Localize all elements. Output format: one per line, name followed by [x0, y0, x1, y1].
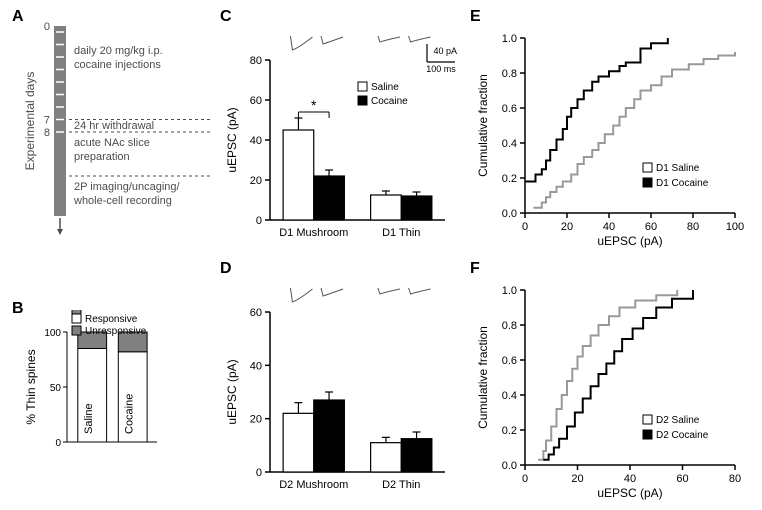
- svg-text:0.8: 0.8: [502, 68, 517, 80]
- svg-text:1.0: 1.0: [502, 285, 517, 297]
- svg-text:7: 7: [44, 115, 50, 127]
- svg-text:D1 Mushroom: D1 Mushroom: [279, 227, 348, 239]
- svg-text:D2 Thin: D2 Thin: [382, 479, 420, 491]
- svg-text:uEPSC (pA): uEPSC (pA): [225, 107, 239, 172]
- svg-text:40: 40: [624, 473, 636, 485]
- svg-text:daily 20 mg/kg i.p.: daily 20 mg/kg i.p.: [74, 45, 163, 57]
- svg-text:60: 60: [250, 95, 262, 107]
- svg-text:60: 60: [676, 473, 688, 485]
- panel-c-bar-chart: 0 20 40 60 80 uEPSC (pA) D1 Mushroom * D1 Thin Sa…: [220, 20, 460, 252]
- svg-text:0.8: 0.8: [502, 320, 517, 332]
- svg-text:100 ms: 100 ms: [426, 64, 456, 74]
- svg-text:0: 0: [256, 467, 262, 479]
- svg-text:*: *: [311, 97, 317, 113]
- svg-text:D2 Cocaine: D2 Cocaine: [656, 430, 709, 441]
- svg-text:Cocaine: Cocaine: [124, 394, 136, 434]
- svg-text:Saline: Saline: [83, 403, 95, 434]
- svg-text:D1 Saline: D1 Saline: [656, 163, 700, 174]
- svg-text:8: 8: [44, 127, 50, 139]
- svg-text:D1 Thin: D1 Thin: [382, 227, 420, 239]
- svg-text:0.2: 0.2: [502, 425, 517, 437]
- svg-text:0.4: 0.4: [502, 138, 517, 150]
- svg-text:0.6: 0.6: [502, 103, 517, 115]
- svg-text:0.4: 0.4: [502, 390, 517, 402]
- svg-text:80: 80: [687, 221, 699, 233]
- svg-text:uEPSC (pA): uEPSC (pA): [597, 234, 662, 248]
- svg-text:acute NAc slice: acute NAc slice: [74, 137, 150, 149]
- svg-text:0: 0: [522, 221, 528, 233]
- svg-text:2P imaging/uncaging/: 2P imaging/uncaging/: [74, 181, 181, 193]
- svg-text:Cocaine: Cocaine: [371, 96, 408, 107]
- panel-b-stacked-bar: 0 50 100 % Thin spines Saline Cocaine Responsi…: [12, 310, 202, 495]
- svg-text:60: 60: [645, 221, 657, 233]
- panel-d-bar-chart: 0 20 40 60 uEPSC (pA) D2 Mushroom D2 Thin: [220, 272, 460, 504]
- svg-text:40: 40: [603, 221, 615, 233]
- panel-f-cdf: 0 20 40 60 80 0.0 0.2 0.4 0.6 0.8 1.0 uEPSC (pA) Cum…: [470, 272, 755, 504]
- svg-text:cocaine injections: cocaine injections: [74, 59, 161, 71]
- svg-text:Cumulative fraction: Cumulative fraction: [476, 326, 490, 429]
- svg-text:D2 Mushroom: D2 Mushroom: [279, 479, 348, 491]
- svg-text:100: 100: [44, 328, 61, 339]
- svg-text:Unresponsive: Unresponsive: [85, 326, 147, 337]
- svg-text:D1 Cocaine: D1 Cocaine: [656, 178, 709, 189]
- svg-text:0.0: 0.0: [502, 460, 517, 472]
- svg-text:40: 40: [250, 135, 262, 147]
- svg-text:0.0: 0.0: [502, 208, 517, 220]
- svg-text:20: 20: [250, 414, 262, 426]
- svg-text:0: 0: [522, 473, 528, 485]
- svg-text:40: 40: [250, 360, 262, 372]
- svg-text:uEPSC (pA): uEPSC (pA): [597, 486, 662, 500]
- svg-text:Cumulative fraction: Cumulative fraction: [476, 74, 490, 177]
- svg-text:20: 20: [571, 473, 583, 485]
- panel-e-cdf: 0 20 40 60 80 100 0.0 0.2 0.4 0.6 0.8 1.0 uEPSC (pA)…: [470, 20, 755, 252]
- svg-text:20: 20: [250, 175, 262, 187]
- svg-text:1.0: 1.0: [502, 33, 517, 45]
- svg-text:% Thin spines: % Thin spines: [24, 349, 38, 424]
- svg-text:uEPSC (pA): uEPSC (pA): [225, 359, 239, 424]
- svg-text:0: 0: [55, 438, 61, 449]
- svg-text:80: 80: [250, 55, 262, 67]
- svg-text:0.2: 0.2: [502, 173, 517, 185]
- svg-text:100: 100: [726, 221, 744, 233]
- svg-text:60: 60: [250, 307, 262, 319]
- svg-text:40 pA: 40 pA: [433, 46, 457, 56]
- svg-text:preparation: preparation: [74, 151, 130, 163]
- svg-text:24 hr withdrawal: 24 hr withdrawal: [74, 120, 154, 132]
- svg-text:20: 20: [561, 221, 573, 233]
- svg-text:Experimental days: Experimental days: [23, 72, 37, 171]
- svg-text:0: 0: [256, 215, 262, 227]
- svg-text:50: 50: [50, 383, 62, 394]
- svg-text:D2 Saline: D2 Saline: [656, 415, 700, 426]
- svg-text:Saline: Saline: [371, 82, 399, 93]
- svg-text:whole-cell recording: whole-cell recording: [73, 195, 172, 207]
- svg-text:80: 80: [729, 473, 741, 485]
- panel-a-timeline: 0 78 daily 20 mg/kg i.p. cocaine injections…: [12, 8, 212, 238]
- svg-text:Responsive: Responsive: [85, 314, 138, 325]
- svg-text:0.6: 0.6: [502, 355, 517, 367]
- svg-text:0: 0: [44, 21, 50, 33]
